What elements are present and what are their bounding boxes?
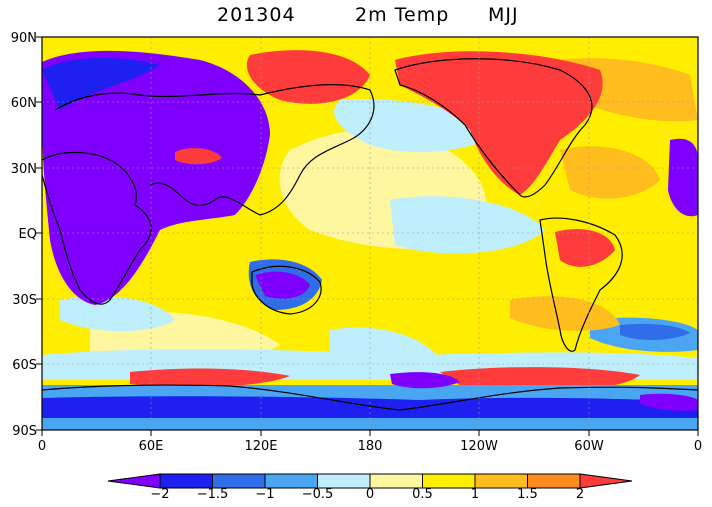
field-patch-red-so2: [130, 368, 290, 388]
coast-namerica: [394, 58, 593, 198]
lon-tick-label: 180: [358, 439, 383, 454]
field-patch-red-samerica: [555, 229, 615, 267]
field-patch-red-namerica: [395, 51, 603, 195]
coastlines: [42, 58, 698, 411]
colorbar-segment: [264, 473, 318, 489]
colorbar: [107, 473, 633, 489]
lat-tick-label: 60S: [12, 358, 37, 373]
field-patch-orange-atl: [560, 146, 660, 199]
lon-tick-label: 0: [694, 439, 702, 454]
colorbar-segment: [527, 473, 581, 489]
colorbar-label: −2: [150, 487, 169, 502]
colorbar-label: 2: [576, 487, 584, 502]
lat-tick-labels: 90N 60N 30N EQ 30S 60S 90S: [11, 31, 37, 439]
lon-tick-label: 60W: [574, 439, 604, 454]
title-season: MJJ: [488, 4, 519, 26]
colorbar-segment: [422, 473, 476, 489]
colorbar-segment: [212, 473, 266, 489]
title-date: 201304: [217, 4, 296, 26]
field-patch-lightblue-tpac: [390, 196, 545, 254]
colorbar-label: −1: [255, 487, 274, 502]
colorbar-label: −1.5: [197, 487, 229, 502]
colorbar-label: 0: [366, 487, 374, 502]
field-patch-violet-eastatl: [668, 138, 698, 217]
field-patch-blue-edge-africa: [42, 58, 160, 110]
colorbar-label: 0.5: [412, 487, 433, 502]
lon-tick-label: 0: [38, 439, 46, 454]
coast-australia: [251, 265, 322, 315]
colorbar-segment: [474, 473, 528, 489]
field-patch-red-tibet: [175, 148, 222, 165]
figure-title: 201304 2m Temp MJJ: [0, 4, 712, 32]
lon-tick-label: 120E: [244, 439, 277, 454]
colorbar-labels: −2 −1.5 −1 −0.5 0 0.5 1 1.5 2: [150, 487, 584, 502]
colorbar-label: −0.5: [302, 487, 334, 502]
field-patch-blue-satl2: [620, 323, 690, 341]
coast-eurasia: [54, 83, 375, 216]
colorbar-arrow-left: [107, 473, 161, 489]
lon-tick-label: 60E: [139, 439, 164, 454]
field-patch-violet-africa-eurasia: [42, 50, 270, 306]
field-patch-violet-antarctica: [390, 372, 460, 389]
coast-africa: [42, 151, 152, 305]
field-patch-violet-australia: [255, 271, 310, 299]
title-variable: 2m Temp: [355, 4, 450, 26]
lat-tick-label: 30N: [11, 162, 37, 177]
axis-ticks: [36, 36, 699, 436]
colorbar-segment: [317, 473, 371, 489]
lon-tick-labels: 0 60E 120E 180 120W 60W 0: [38, 439, 702, 454]
colorbar-segment: [159, 473, 213, 489]
anomaly-field: [42, 37, 698, 430]
lat-tick-label: 60N: [11, 96, 37, 111]
lat-tick-label: EQ: [19, 227, 37, 242]
colorbar-segment: [369, 473, 423, 489]
lat-tick-label: 90S: [12, 424, 37, 439]
lat-tick-label: 30S: [12, 293, 37, 308]
colorbar-arrow-right: [579, 473, 633, 489]
coast-antarctica: [42, 384, 698, 411]
field-patch-lightblue-sio: [60, 296, 175, 332]
lat-tick-label: 90N: [11, 31, 37, 46]
colorbar-label: 1.5: [517, 487, 538, 502]
colorbar-label: 1: [471, 487, 479, 502]
coast-samerica: [539, 217, 623, 352]
lon-tick-label: 120W: [460, 439, 498, 454]
field-patch-violet-antarctica2: [640, 393, 698, 411]
gridlines: [42, 37, 698, 430]
